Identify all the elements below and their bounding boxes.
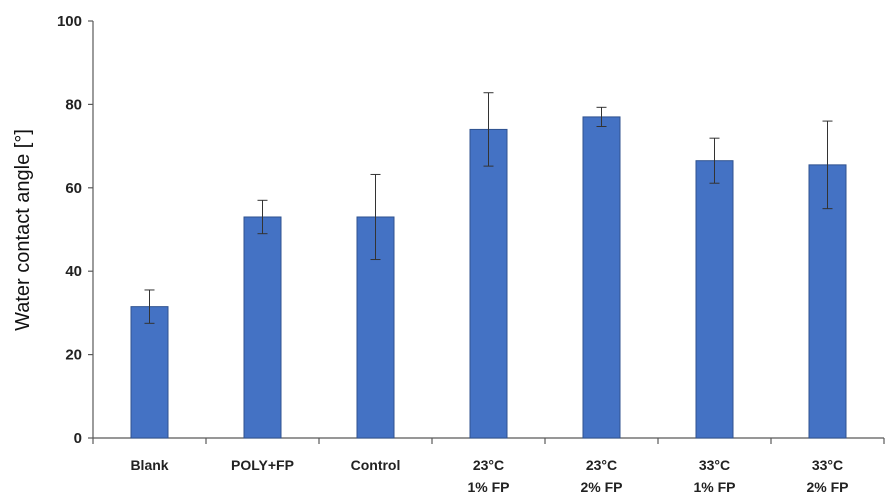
category-labels: Blank POLY+FP Control 23°C 1% FP 23°C 2% FP 33°… xyxy=(130,457,848,495)
y-tick-labels: 0 20 40 60 80 100 xyxy=(57,13,82,447)
axes xyxy=(88,20,885,444)
bar xyxy=(469,128,508,439)
bars xyxy=(130,116,847,439)
category-label: Control xyxy=(351,457,401,473)
y-axis-label: Water contact angle [°] xyxy=(12,129,34,331)
error-bars xyxy=(144,92,833,324)
category-label: 23°C xyxy=(473,457,504,473)
y-tick-label: 20 xyxy=(65,347,82,364)
bar xyxy=(356,216,395,439)
category-label: 2% FP xyxy=(806,479,848,495)
bar xyxy=(582,116,621,439)
category-label: 33°C xyxy=(699,457,730,473)
y-tick-label: 60 xyxy=(65,180,82,197)
category-label: 2% FP xyxy=(580,479,622,495)
y-tick-label: 0 xyxy=(74,430,82,447)
category-label: 1% FP xyxy=(467,479,509,495)
category-label: POLY+FP xyxy=(231,457,294,473)
category-label: 33°C xyxy=(812,457,843,473)
y-tick-label: 40 xyxy=(65,263,82,280)
category-label: Blank xyxy=(130,457,168,473)
y-tick-label: 80 xyxy=(65,96,82,113)
bar xyxy=(243,216,282,439)
category-label: 1% FP xyxy=(693,479,735,495)
y-tick-label: 100 xyxy=(57,13,82,30)
bar xyxy=(695,160,734,439)
category-label: 23°C xyxy=(586,457,617,473)
bar xyxy=(130,306,169,439)
